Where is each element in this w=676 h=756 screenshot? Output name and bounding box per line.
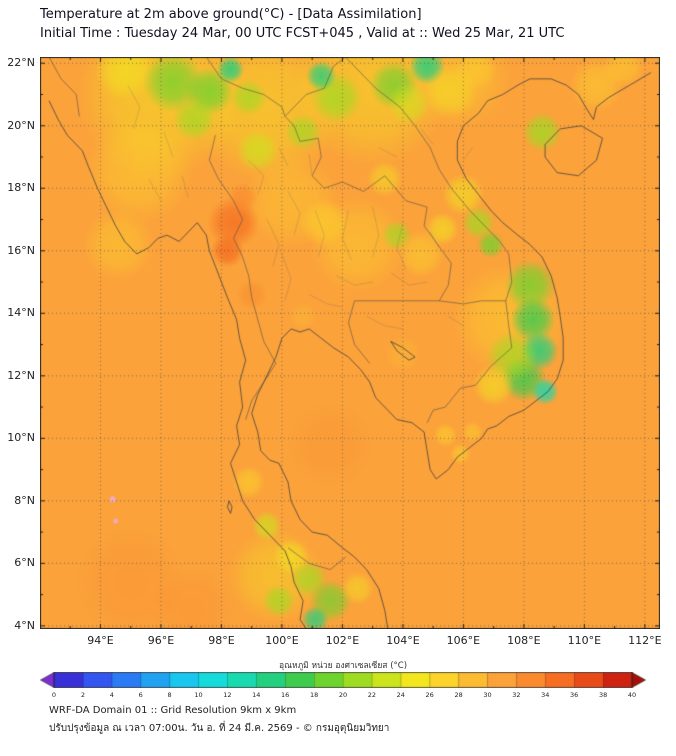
lon-tick-label: 104°E [386, 634, 420, 647]
colorbar-tick-label: 18 [309, 691, 319, 699]
colorbar-tick-label: 6 [138, 691, 143, 699]
lon-tick-label: 100°E [265, 634, 299, 647]
page-title: Temperature at 2m above ground(°C) - [Da… [40, 7, 422, 22]
colorbar-tick-label: 38 [598, 691, 608, 699]
lat-tick-label: 16°N [7, 243, 35, 257]
colorbar-title: อุณหภูมิ หน่วย องศาเซลเซียส (°C) [278, 661, 408, 671]
lon-tick-label: 96°E [147, 634, 175, 647]
temperature-field-canvas [40, 57, 660, 629]
lon-tick-label: 102°E [325, 634, 360, 647]
colorbar-tick-label: 2 [80, 691, 85, 699]
colorbar-tick-label: 28 [454, 691, 463, 699]
lat-tick-label: 22°N [7, 56, 35, 70]
lat-tick-label: 18°N [7, 181, 35, 195]
lat-tick-label: 20°N [7, 118, 35, 132]
lon-tick-label: 106°E [446, 634, 481, 647]
colorbar-tick-label: 22 [367, 691, 377, 699]
colorbar-tick-label: 26 [425, 691, 434, 699]
colorbar-tick-label: 34 [541, 691, 550, 699]
colorbar-tick-label: 24 [396, 691, 405, 699]
lon-tick-label: 112°E [628, 634, 662, 647]
colorbar-tick-label: 36 [570, 691, 579, 699]
lat-tick-label: 12°N [7, 368, 35, 382]
lat-tick-label: 4°N [14, 618, 35, 632]
colorbar-tick-label: 8 [167, 691, 172, 699]
colorbar-tick-label: 10 [194, 691, 203, 699]
colorbar-tick-label: 20 [338, 691, 348, 699]
lat-tick-label: 10°N [7, 431, 35, 445]
lon-tick-label: 108°E [507, 634, 541, 647]
colorbar-tick-label: 16 [281, 691, 290, 699]
lat-tick-label: 8°N [14, 493, 35, 507]
colorbar [40, 672, 646, 688]
footer-domain-info: WRF-DA Domain 01 :: Grid Resolution 9km … [49, 705, 297, 716]
page-subtitle: Initial Time : Tuesday 24 Mar, 00 UTC FC… [40, 26, 565, 41]
map-plot-area [40, 57, 660, 629]
colorbar-tick-label: 12 [223, 691, 232, 699]
colorbar-tick-label: 32 [512, 691, 521, 699]
colorbar-tick-label: 40 [627, 691, 637, 699]
lon-tick-label: 94°E [87, 634, 114, 647]
colorbar-tick-label: 14 [252, 691, 261, 699]
colorbar-tick-label: 0 [51, 691, 57, 699]
colorbar-tick-label: 30 [483, 691, 492, 699]
lon-tick-label: 98°E [208, 634, 235, 647]
lat-tick-label: 14°N [7, 306, 35, 320]
colorbar-tick-label: 4 [109, 691, 114, 699]
lat-tick-label: 6°N [14, 556, 35, 570]
lon-tick-label: 110°E [567, 634, 602, 647]
footer-update-info: ปรับปรุงข้อมูล ณ เวลา 07:00น. วัน อ. ที่… [49, 723, 390, 734]
